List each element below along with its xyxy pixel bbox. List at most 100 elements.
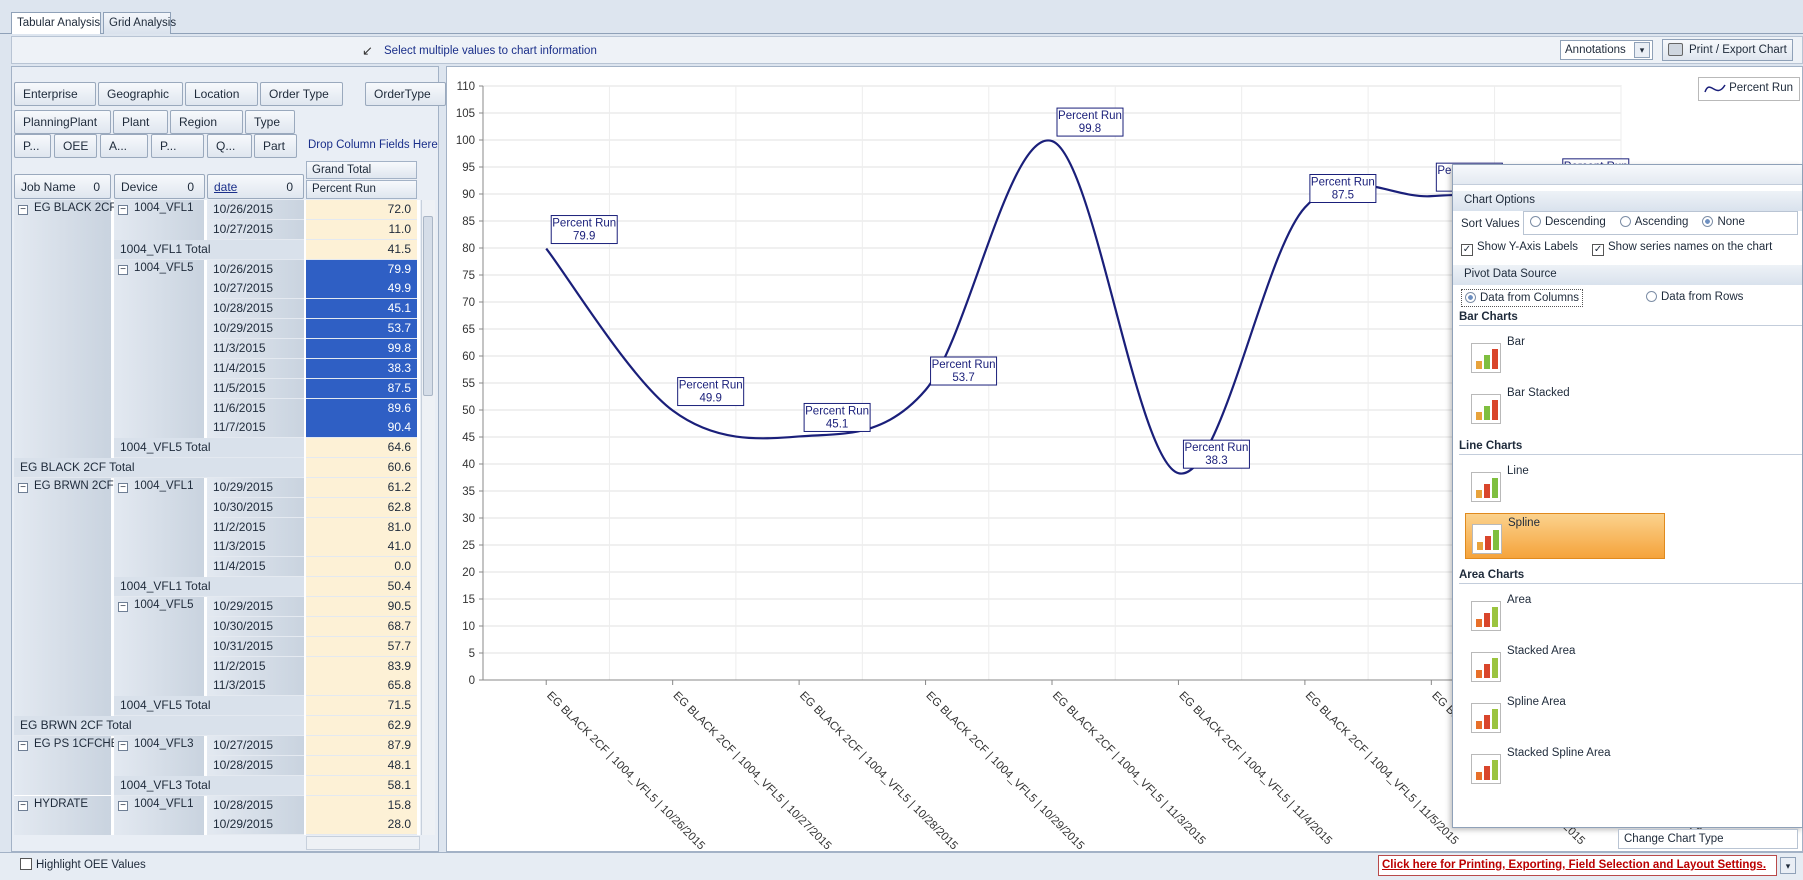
chart-type-item[interactable]: Spline Area bbox=[1465, 693, 1665, 739]
value-cell[interactable]: 90.4 bbox=[306, 418, 417, 439]
value-cell[interactable]: 11.0 bbox=[306, 219, 417, 240]
chart-type-item[interactable]: Area bbox=[1465, 591, 1665, 637]
filter-field[interactable]: Enterprise bbox=[14, 82, 96, 106]
date-cell: 10/31/2015 bbox=[207, 636, 304, 657]
row-header[interactable]: date 0 bbox=[207, 174, 304, 199]
settings-arrow[interactable]: ▾ bbox=[1780, 857, 1796, 874]
chart-type-item[interactable]: Stacked Spline Area bbox=[1465, 744, 1665, 790]
value-cell[interactable]: 72.0 bbox=[306, 200, 417, 220]
sort-option[interactable]: Ascending bbox=[1619, 216, 1688, 228]
chart-type-item[interactable]: Stacked Area bbox=[1465, 642, 1665, 688]
collapse-icon[interactable]: − bbox=[18, 205, 28, 215]
value-cell[interactable]: 89.6 bbox=[306, 398, 417, 419]
collapse-icon[interactable]: − bbox=[118, 602, 128, 612]
annotations-select[interactable]: Annotations bbox=[1560, 40, 1653, 60]
value-cell[interactable]: 57.7 bbox=[306, 636, 417, 657]
value-cell[interactable]: 28.0 bbox=[306, 815, 417, 835]
y-tick-label: 5 bbox=[469, 648, 475, 660]
radio[interactable] bbox=[1619, 216, 1631, 227]
value-cell[interactable]: 62.8 bbox=[306, 497, 417, 518]
value-cell[interactable]: 65.8 bbox=[306, 676, 417, 697]
value-cell[interactable]: 53.7 bbox=[306, 319, 417, 340]
source-option[interactable]: Data from Columns bbox=[1461, 289, 1584, 307]
sort-option[interactable]: None bbox=[1702, 216, 1745, 228]
value-cell[interactable]: 81.0 bbox=[306, 517, 417, 538]
filter-field[interactable]: Location bbox=[185, 82, 258, 106]
column-field[interactable]: P... bbox=[151, 134, 204, 158]
filter-field[interactable]: Order Type bbox=[260, 82, 343, 106]
device-total-value: 64.6 bbox=[306, 438, 417, 459]
radio[interactable] bbox=[1530, 216, 1541, 227]
filter-field[interactable]: PlanningPlant bbox=[14, 110, 111, 134]
checkbox-option[interactable]: ✓ Show Y-Axis Labels bbox=[1461, 241, 1578, 256]
device-cell: 1004_VFL3 bbox=[114, 735, 205, 776]
value-cell[interactable]: 99.8 bbox=[306, 338, 417, 359]
change-type[interactable]: Change Chart Type bbox=[1618, 829, 1798, 849]
column-field[interactable]: P... bbox=[14, 134, 51, 158]
settings-link[interactable]: Click here for Printing, Exporting, Fiel… bbox=[1378, 855, 1777, 876]
tab[interactable]: Grid Analysis bbox=[103, 12, 176, 34]
column-field[interactable]: Q... bbox=[207, 134, 252, 158]
value-cell[interactable]: 45.1 bbox=[306, 299, 417, 320]
chart-type-icon bbox=[1471, 754, 1501, 784]
chart-type-item[interactable]: Spline bbox=[1465, 513, 1665, 559]
radio[interactable] bbox=[1465, 292, 1476, 303]
value-cell[interactable]: 90.5 bbox=[306, 597, 417, 617]
row-header[interactable]: Job Name 0 bbox=[14, 174, 111, 199]
scroll-thumb[interactable] bbox=[423, 216, 433, 396]
chart-type-item[interactable]: Bar bbox=[1465, 333, 1665, 379]
collapse-icon[interactable]: − bbox=[118, 482, 128, 493]
highlight-oee[interactable]: Highlight OEE Values bbox=[20, 858, 146, 872]
value-cell[interactable]: 61.2 bbox=[306, 477, 417, 498]
tab[interactable]: Tabular Analysis bbox=[11, 12, 101, 34]
date-cell: 10/28/2015 bbox=[207, 299, 304, 320]
collapse-icon[interactable]: − bbox=[18, 482, 28, 493]
print-button[interactable]: Print / Export Chart bbox=[1662, 39, 1793, 61]
source-option[interactable]: Data from Rows bbox=[1643, 289, 1746, 307]
icon-part bbox=[1492, 760, 1498, 780]
sort-option[interactable]: Descending bbox=[1530, 216, 1606, 228]
filter-field[interactable]: OrderType bbox=[365, 82, 446, 106]
filter-field[interactable]: Region bbox=[170, 110, 243, 134]
value-cell[interactable]: 49.9 bbox=[306, 279, 417, 300]
checkbox-option[interactable]: ✓ Show series names on the chart bbox=[1592, 241, 1772, 256]
device-total-value: 41.5 bbox=[306, 239, 417, 260]
value-cell[interactable]: 15.8 bbox=[306, 795, 417, 816]
value-cell[interactable]: 83.9 bbox=[306, 656, 417, 677]
filter-field[interactable]: Geographic bbox=[98, 82, 183, 106]
collapse-icon[interactable]: − bbox=[118, 264, 128, 275]
value-cell[interactable]: 87.9 bbox=[306, 735, 417, 756]
collapse-icon[interactable]: − bbox=[18, 800, 28, 811]
chart-type-item[interactable]: Line bbox=[1465, 462, 1665, 508]
icon-part bbox=[1493, 530, 1499, 550]
value-cell[interactable]: 41.0 bbox=[306, 537, 417, 558]
collapse-icon[interactable]: − bbox=[18, 740, 28, 751]
checkbox[interactable]: ✓ bbox=[1592, 244, 1605, 256]
icon-part bbox=[1484, 715, 1490, 729]
column-field[interactable]: A... bbox=[100, 134, 148, 158]
value-cell[interactable]: 87.5 bbox=[306, 378, 417, 399]
value-cell[interactable]: 68.7 bbox=[306, 616, 417, 637]
chart-type-label: Bar Stacked bbox=[1507, 387, 1570, 399]
column-field[interactable]: OEE bbox=[54, 134, 97, 158]
chart-type-item[interactable]: Bar Stacked bbox=[1465, 384, 1665, 430]
value-cell[interactable]: 38.3 bbox=[306, 358, 417, 379]
date-cell: 10/28/2015 bbox=[207, 795, 304, 816]
checkbox[interactable] bbox=[20, 858, 32, 870]
collapse-icon[interactable]: − bbox=[118, 740, 128, 751]
value-cell[interactable]: 48.1 bbox=[306, 755, 417, 776]
row-header[interactable]: Device 0 bbox=[114, 174, 205, 199]
collapse-icon[interactable]: − bbox=[118, 800, 128, 811]
value-cell[interactable]: 0.0 bbox=[306, 557, 417, 578]
collapse-icon[interactable]: − bbox=[118, 205, 128, 215]
y-tick-label: 95 bbox=[462, 162, 475, 174]
radio[interactable] bbox=[1646, 291, 1657, 302]
checkbox[interactable]: ✓ bbox=[1461, 244, 1473, 256]
value-cell[interactable]: 79.9 bbox=[306, 259, 417, 280]
column-field[interactable]: Part bbox=[254, 134, 297, 158]
filter-field[interactable]: Type bbox=[245, 110, 295, 134]
filter-field[interactable]: Plant bbox=[113, 110, 168, 134]
data-label-box bbox=[677, 377, 745, 407]
radio[interactable] bbox=[1702, 216, 1714, 227]
hscrollbar[interactable] bbox=[306, 836, 420, 850]
